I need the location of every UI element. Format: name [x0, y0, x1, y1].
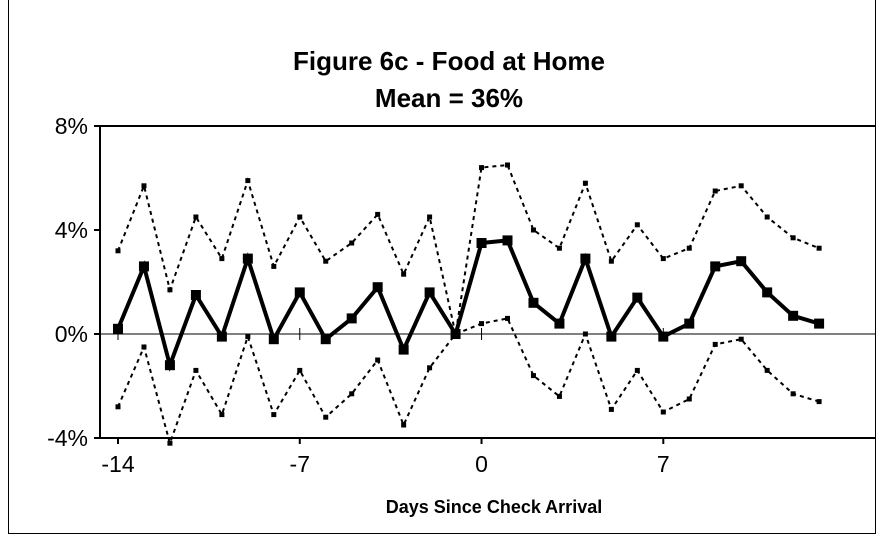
upper-ci-point [582, 180, 588, 186]
estimate-point [476, 238, 487, 248]
upper-ci-point [556, 245, 562, 251]
upper-ci-point [349, 240, 355, 246]
estimate-point [658, 331, 669, 342]
lower-ci-point [219, 412, 225, 418]
upper-ci-point [193, 214, 199, 220]
upper-ci-point [115, 248, 121, 254]
estimate-point [684, 318, 695, 329]
estimate-point [554, 318, 565, 329]
estimate-point [788, 310, 799, 321]
x-tick-label: 0 [475, 451, 488, 477]
upper-ci-point [141, 183, 147, 189]
lower-ci-point [375, 357, 381, 363]
lower-ci-point [323, 414, 329, 420]
estimate-point [632, 292, 643, 303]
upper-ci-point [686, 245, 692, 251]
y-tick-label: 4% [55, 217, 88, 243]
estimate-point [242, 253, 253, 264]
upper-ci-point [245, 178, 251, 184]
lower-ci-point [660, 409, 666, 415]
estimate-point [320, 334, 331, 345]
upper-ci-point [375, 211, 381, 217]
upper-ci-point [634, 222, 640, 228]
estimate-point [294, 287, 305, 298]
upper-ci-point [219, 256, 225, 262]
lower-ci-point [582, 331, 588, 337]
estimate-point [398, 344, 409, 355]
estimate-point [346, 313, 357, 324]
upper-ci-point [479, 165, 485, 171]
lower-ci-point [634, 367, 640, 373]
estimate-point [424, 287, 435, 298]
lower-ci-point [505, 315, 510, 321]
x-axis-title: Days Since Check Arrival [386, 497, 602, 517]
upper-ci-point [427, 214, 433, 220]
lower-ci-point [738, 336, 744, 342]
upper-ci-point [401, 271, 407, 277]
estimate-point [164, 360, 175, 371]
lower-ci-point [790, 391, 796, 397]
lower-ci-point [686, 396, 692, 402]
chart-subtitle: Mean = 36% [375, 83, 523, 113]
upper-ci-point [323, 258, 329, 264]
plot-area: -4% 0% 4% 8% -14 -7 0 7 [47, 113, 875, 477]
lower-ci-point [115, 404, 121, 410]
estimate-point [528, 297, 539, 308]
lower-ci-point [349, 391, 355, 397]
estimate-point [216, 331, 227, 342]
estimate-point [710, 261, 721, 272]
estimate-point [113, 323, 123, 334]
line-chart: Figure 6c - Food at Home Mean = 36% -4% 0… [47, 46, 875, 517]
upper-ci-point [660, 256, 666, 262]
y-tick-label: 0% [55, 321, 88, 347]
lower-ci-point [401, 422, 407, 428]
estimate-point [736, 256, 747, 267]
lower-ci-point [479, 321, 485, 327]
estimate-point [606, 331, 617, 342]
lower-ci-point [427, 365, 433, 371]
lower-ci-point [530, 373, 536, 379]
lower-ci-point [167, 440, 173, 446]
estimate-point [372, 282, 383, 293]
upper-ci-point [297, 214, 303, 220]
estimate-point [580, 253, 591, 264]
lower-ci-point [141, 344, 147, 350]
chart-title: Figure 6c - Food at Home [293, 46, 605, 76]
upper-ci-point [738, 183, 744, 189]
x-tick-label: 7 [657, 451, 670, 477]
lower-ci-point [297, 367, 303, 373]
lower-ci-point [712, 341, 718, 347]
chart-frame: Figure 6c - Food at Home Mean = 36% -4% 0… [8, 0, 876, 534]
upper-ci-point [608, 258, 614, 264]
upper-ci-point [530, 227, 536, 233]
upper-ci-point [764, 214, 770, 220]
upper-ci-point [271, 263, 277, 269]
y-tick-label: -4% [47, 425, 88, 451]
lower-ci-point [245, 334, 251, 340]
y-tick-label: 8% [55, 113, 88, 139]
lower-ci-point [764, 367, 770, 373]
upper-ci-point [505, 162, 510, 168]
estimate-point [502, 235, 513, 246]
upper-ci-point [790, 235, 796, 241]
estimate-point [190, 290, 201, 300]
lower-ci-point [193, 367, 199, 373]
lower-ci-point [453, 331, 459, 337]
lower-ci-point [608, 406, 614, 412]
estimate-point [762, 287, 773, 298]
upper-ci-line [117, 163, 820, 335]
lower-ci-point [271, 412, 277, 418]
lower-ci-point [556, 393, 562, 399]
lower-ci-point [816, 399, 822, 405]
upper-ci-point [712, 188, 718, 194]
upper-ci-point [167, 287, 173, 293]
estimate-point [138, 261, 149, 272]
estimate-line [116, 238, 820, 372]
x-tick-label: -14 [101, 451, 134, 477]
upper-ci-point [816, 245, 822, 251]
estimate-point [268, 334, 279, 345]
x-tick-label: -7 [290, 451, 310, 477]
estimate-point [814, 318, 825, 329]
